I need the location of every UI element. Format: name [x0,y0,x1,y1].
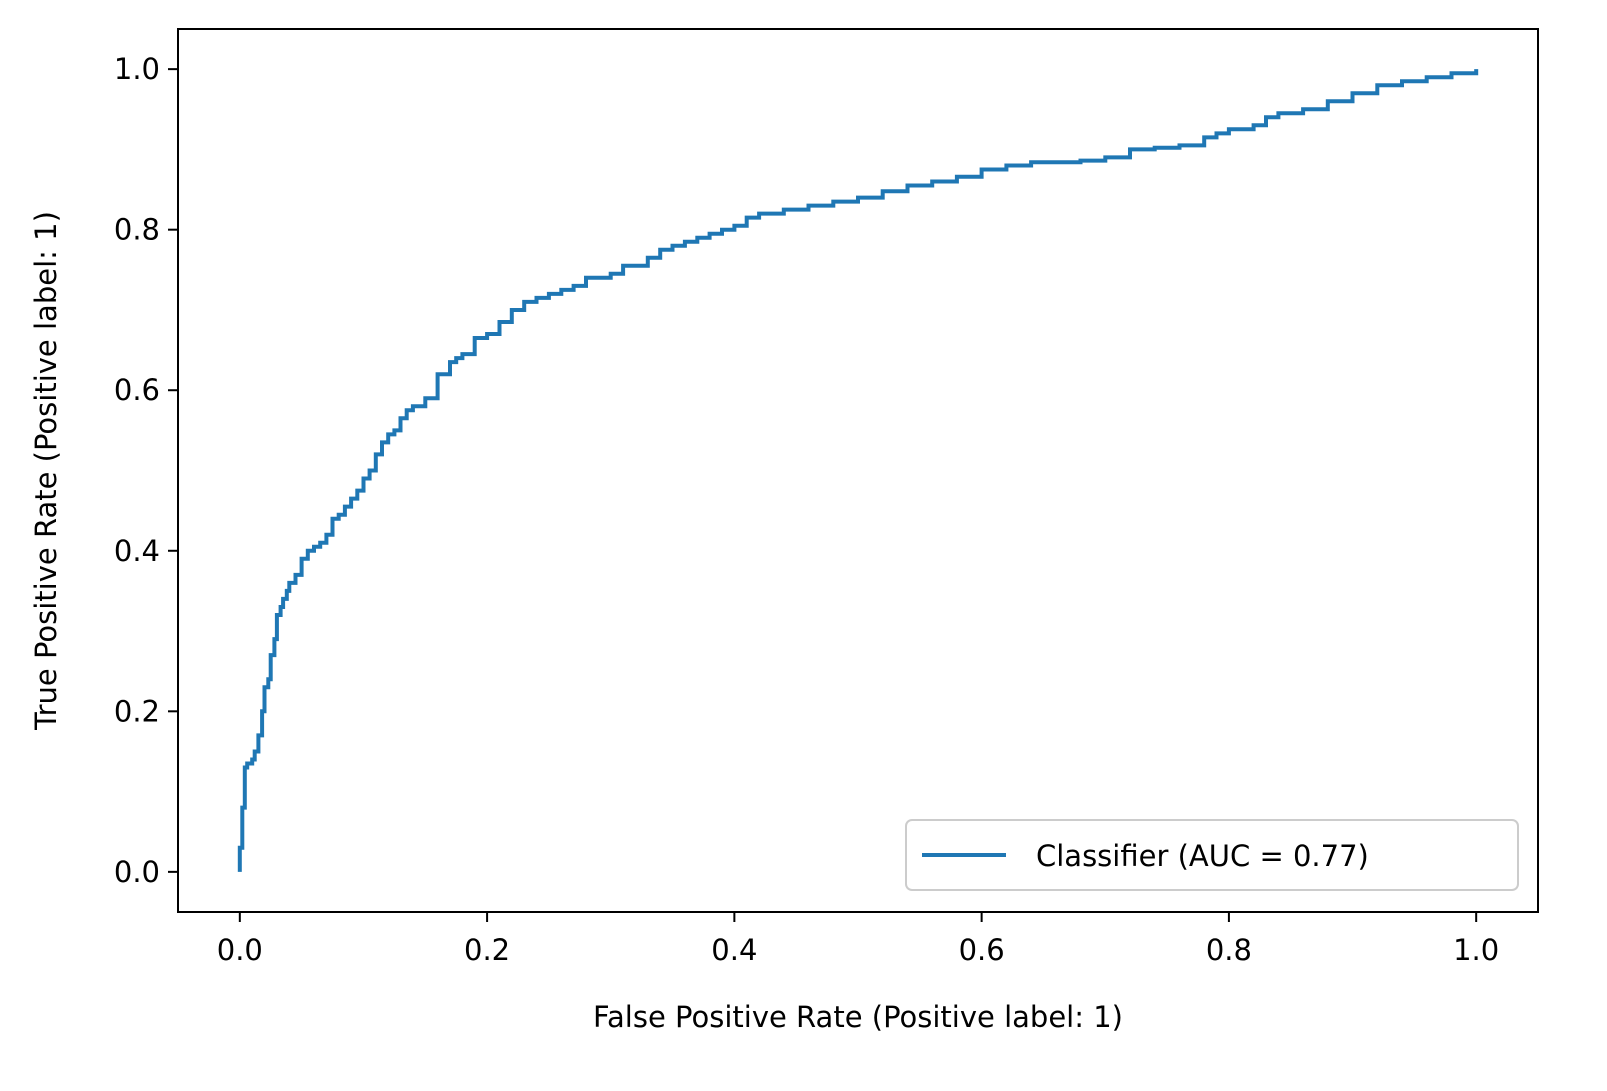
roc-curve-line [237,69,1479,872]
x-axis-label: False Positive Rate (Positive label: 1) [593,1000,1123,1034]
x-tick-label: 0.6 [959,933,1005,967]
legend-box [905,819,1519,891]
y-tick-label: 0.4 [114,534,160,568]
y-tick-label: 0.8 [114,213,160,247]
y-axis-ticks: 0.0 0.2 0.4 0.6 0.8 1.0 [114,52,178,889]
y-tick-label: 0.6 [114,373,160,407]
y-tick-label: 0.2 [114,694,160,728]
x-tick-label: 1.0 [1453,933,1499,967]
x-tick-label: 0.4 [711,933,757,967]
legend-entry-label: Classifier (AUC = 0.77) [1036,839,1369,873]
plot-area [237,69,1479,872]
x-tick-label: 0.2 [464,933,510,967]
x-tick-label: 0.8 [1206,933,1252,967]
legend: Classifier (AUC = 0.77) [905,819,1519,891]
axes-frame [177,28,1539,913]
y-tick-label: 1.0 [114,52,160,86]
x-axis-ticks: 0.0 0.2 0.4 0.6 0.8 1.0 [217,912,1499,967]
y-axis-label: True Positive Rate (Positive label: 1) [29,211,63,731]
y-tick-label: 0.0 [114,855,160,889]
x-tick-label: 0.0 [217,933,263,967]
